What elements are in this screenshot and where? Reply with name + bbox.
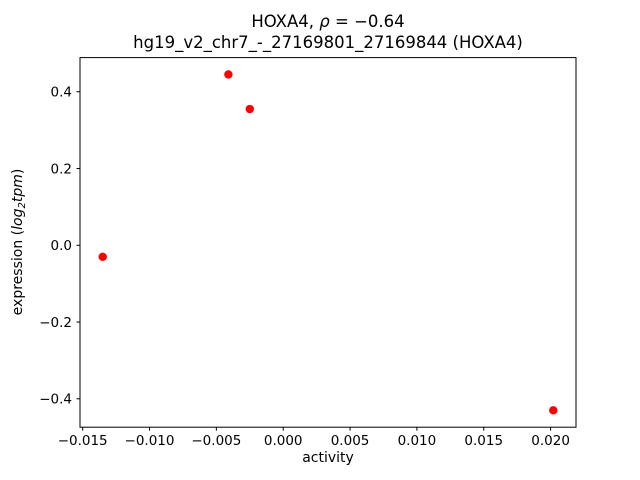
data-points [98,70,558,415]
chart-title-line2: hg19_v2_chr7_-_27169801_27169844 (HOXA4) [133,33,523,53]
y-axis-label: expression (log2tpm) [10,169,28,316]
data-point [224,70,233,79]
data-point [245,104,254,114]
chart-title-line1: HOXA4, ρ = −0.64 [251,12,404,31]
x-tick-label: −0.015 [58,433,108,449]
y-tick-label: −0.2 [39,315,72,331]
plot-area-border [79,57,577,428]
data-point [98,252,107,261]
x-tick-label: 0.005 [331,433,370,449]
x-tick-label: −0.005 [191,433,241,449]
x-tick-label: 0.010 [398,433,437,449]
x-tick-label: 0.015 [464,433,503,449]
y-tick-label: 0.2 [51,161,72,177]
x-tick-label: −0.010 [125,433,175,449]
x-axis-ticks: −0.015 −0.010 −0.005 0.000 0.005 0.010 0.015 0.… [58,427,570,449]
x-tick-label: 0.020 [531,433,570,449]
y-tick-label: 0.0 [51,238,72,254]
y-tick-label: 0.4 [51,85,72,101]
y-axis-ticks: −0.4 −0.2 0.0 0.2 0.4 [39,85,80,408]
data-point [549,406,558,415]
x-axis-label: activity [302,450,354,466]
x-tick-label: 0.000 [264,433,303,449]
y-tick-label: −0.4 [39,392,72,408]
